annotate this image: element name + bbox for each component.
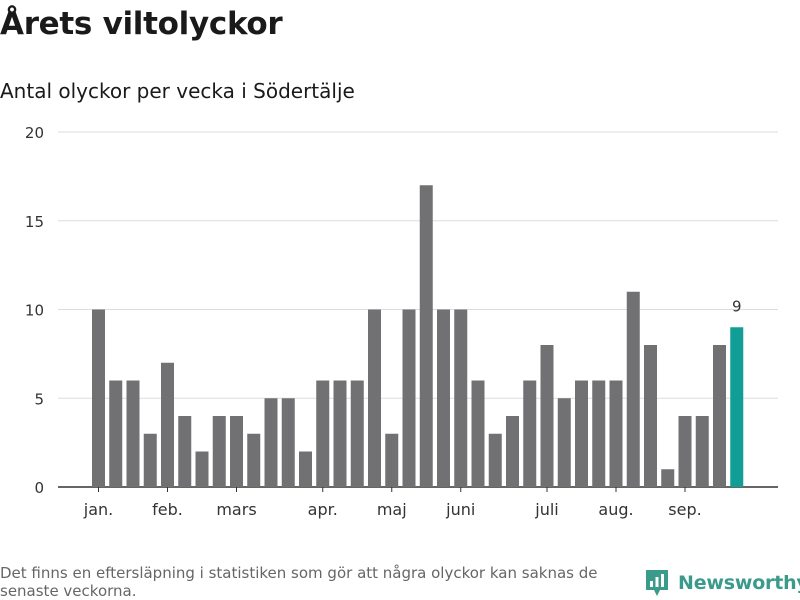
- x-axis-month-labels: jan. feb. mars apr. maj juni juli aug. sep.: [83, 487, 702, 519]
- bar: [454, 309, 468, 487]
- x-tick-label: sep.: [668, 500, 701, 519]
- y-tick-label: 15: [25, 213, 44, 231]
- x-tick-label: apr.: [308, 500, 338, 519]
- x-tick-label: juni: [445, 500, 475, 519]
- bars: [92, 185, 744, 487]
- x-tick-label: maj: [377, 500, 407, 519]
- bar: [195, 451, 209, 487]
- bar: [212, 416, 226, 487]
- bar: [281, 398, 295, 487]
- bar: [368, 309, 381, 487]
- x-tick-label: jan.: [83, 500, 113, 519]
- y-tick-label: 10: [25, 302, 44, 320]
- bar: [678, 416, 692, 487]
- bar: [333, 380, 347, 487]
- bar: [419, 185, 433, 487]
- bar: [299, 451, 312, 487]
- bar: [661, 469, 675, 487]
- bar: [178, 416, 192, 487]
- bar: [540, 345, 554, 487]
- y-axis-ticks: 0 5 10 15 20: [25, 124, 44, 497]
- bar: [402, 309, 416, 487]
- brand-logo: Newsworthy: [644, 568, 800, 598]
- footnote: Det finns en eftersläpning i statistiken…: [0, 564, 598, 600]
- bar-chart: 0 5 10 15 20 jan. feb. mars apr. maj juni juli aug.…: [25, 124, 778, 519]
- y-tick-label: 5: [34, 390, 44, 408]
- x-tick-label: aug.: [598, 500, 633, 519]
- bar: [109, 380, 123, 487]
- bar: [730, 327, 744, 487]
- bar: [143, 433, 157, 487]
- bar: [437, 309, 450, 487]
- y-tick-label: 0: [34, 479, 44, 497]
- bar: [264, 398, 278, 487]
- bar: [557, 398, 571, 487]
- newsworthy-logo-icon: [646, 570, 668, 596]
- chart-title: Årets viltolyckor: [0, 6, 283, 42]
- bar: [92, 309, 105, 487]
- brand-name: Newsworthy: [678, 572, 800, 594]
- bar: [506, 416, 519, 487]
- bar: [695, 416, 709, 487]
- bar: [626, 291, 640, 487]
- chart-subtitle: Antal olyckor per vecka i Södertälje: [0, 79, 355, 103]
- bar: [126, 380, 140, 487]
- bar: [230, 416, 243, 487]
- bar: [316, 380, 330, 487]
- x-tick-label: juli: [534, 500, 558, 519]
- y-tick-label: 20: [25, 124, 44, 142]
- bar: [385, 433, 399, 487]
- grid-lines: [58, 131, 778, 488]
- bar: [713, 345, 726, 487]
- bar: [644, 345, 657, 487]
- bar: [575, 380, 588, 487]
- bar: [247, 433, 261, 487]
- bar: [350, 380, 364, 487]
- bar: [609, 380, 623, 487]
- bar: [471, 380, 485, 487]
- bar: [523, 380, 537, 487]
- x-tick-label: feb.: [152, 500, 183, 519]
- bar: [161, 362, 174, 487]
- bar: [592, 380, 606, 487]
- data-labels: 9: [732, 297, 742, 315]
- bar: [488, 433, 502, 487]
- x-tick-label: mars: [216, 500, 256, 519]
- highlight-value-label: 9: [732, 297, 742, 315]
